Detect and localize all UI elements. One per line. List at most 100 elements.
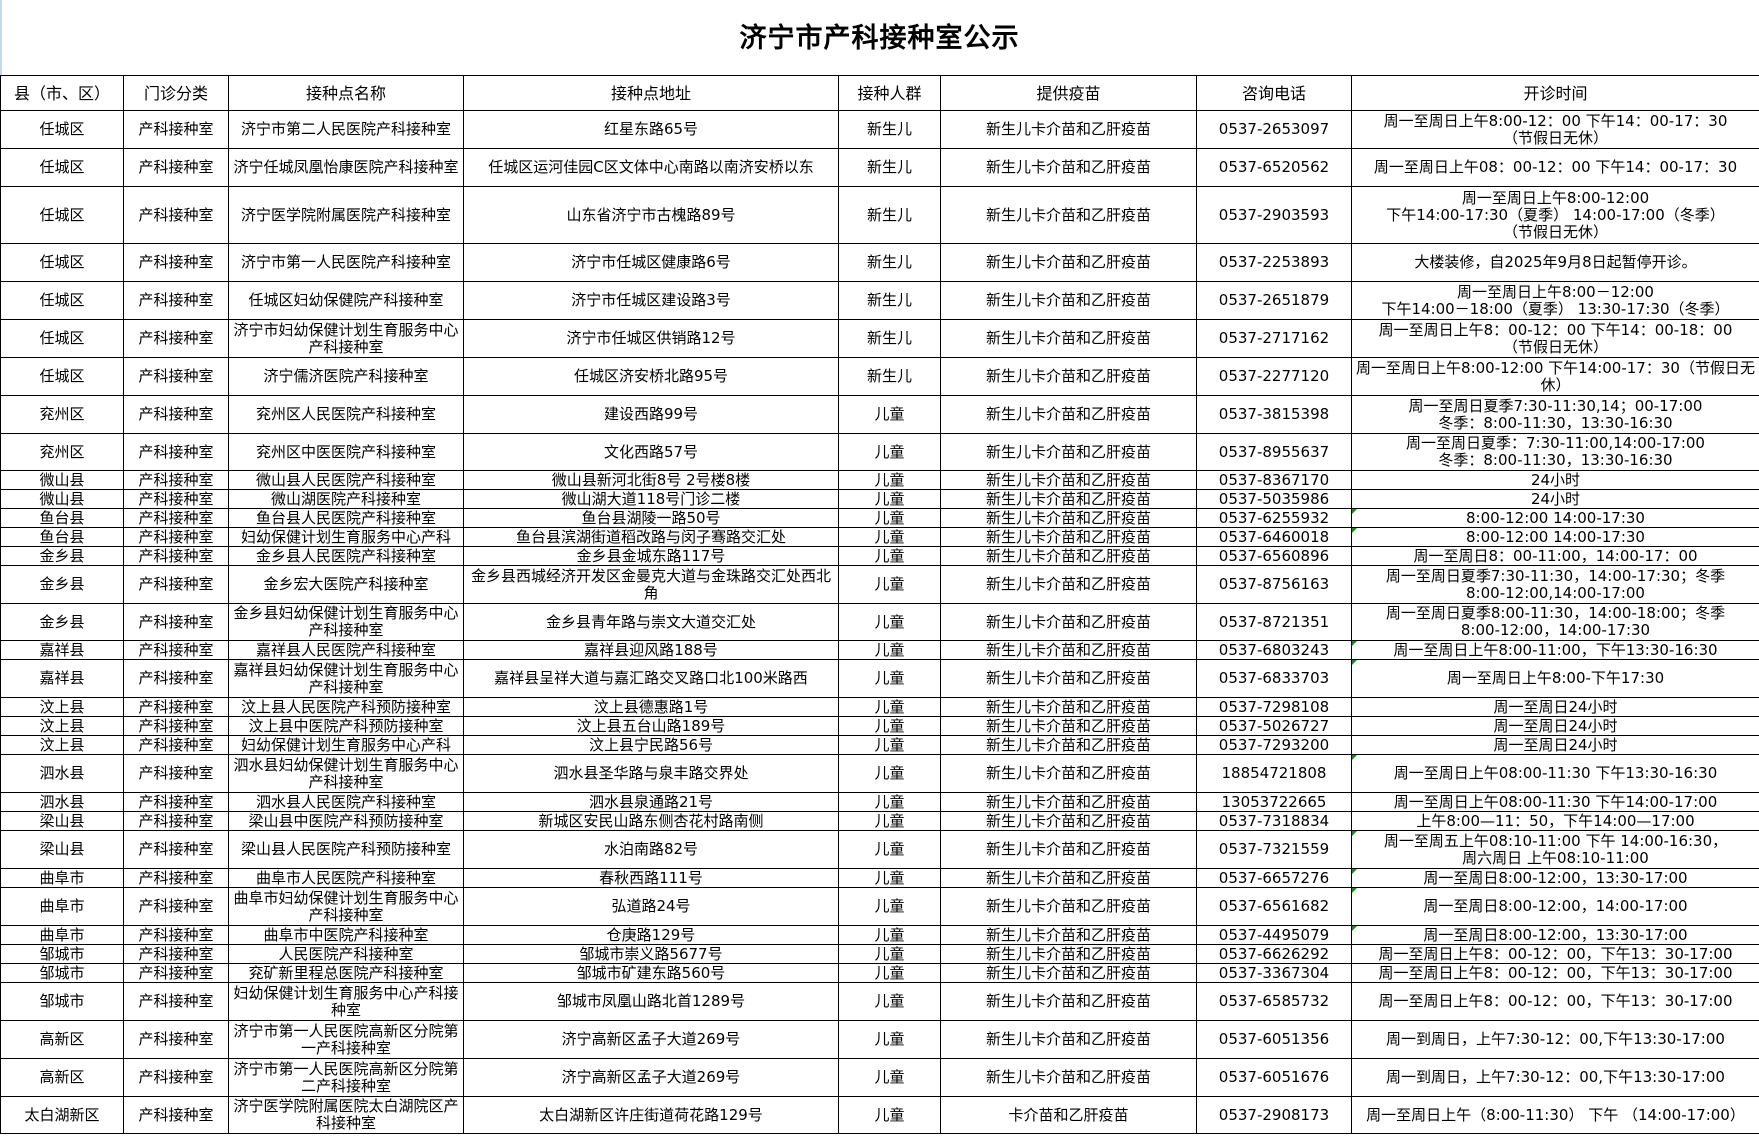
cell-target-group: 儿童 xyxy=(838,735,941,755)
cell-phone: 0537-6833703 xyxy=(1196,659,1352,698)
cell-hours: 周一至周日上午08:00-11:30 下午13:30-16:30 xyxy=(1351,754,1759,793)
site-name-text: 济宁任城凤凰怡康医院产科接种室 xyxy=(233,158,459,176)
cell-hours: 8:00-12:00 14:00-17:30 xyxy=(1351,527,1759,547)
cell-district: 太白湖新区 xyxy=(0,1096,124,1134)
clinic-type-text: 产科接种室 xyxy=(138,868,214,887)
cell-target-group: 新生儿 xyxy=(838,110,941,149)
cell-site-name: 泗水县人民医院产科接种室 xyxy=(228,792,464,812)
hours-text: 周一至周日夏季7:30-11:30，14:00-17:30；冬季 8:00-12… xyxy=(1385,566,1726,602)
cell-district: 汶上县 xyxy=(0,697,124,717)
vaccines-text: 新生儿卡介苗和乙肝疫苗 xyxy=(985,329,1151,347)
cell-site-name: 金乡宏大医院产科接种室 xyxy=(228,565,464,604)
site-name-text: 嘉祥县妇幼保健计划生育服务中心产科接种室 xyxy=(233,660,459,696)
phone-text: 0537-6051676 xyxy=(1218,1068,1330,1086)
comment-marker-icon xyxy=(1352,641,1357,646)
target-group-text: 儿童 xyxy=(874,527,905,546)
cell-site-name: 汶上县中医院产科预防接种室 xyxy=(228,716,464,736)
cell-address: 邹城市凤凰山路北首1289号 xyxy=(463,982,839,1021)
district-text: 邹城市 xyxy=(39,944,85,963)
target-group-text: 儿童 xyxy=(874,963,905,982)
cell-hours: 周一至周日8:00-12:00，13:30-17:00 xyxy=(1351,925,1759,945)
cell-site-name: 梁山县中医院产科预防接种室 xyxy=(228,811,464,831)
cell-clinic-type: 产科接种室 xyxy=(123,186,229,244)
cell-target-group: 儿童 xyxy=(838,433,941,471)
cell-clinic-type: 产科接种室 xyxy=(123,754,229,793)
vaccines-text: 新生儿卡介苗和乙肝疫苗 xyxy=(985,470,1151,489)
vaccines-text: 新生儿卡介苗和乙肝疫苗 xyxy=(985,253,1151,271)
cell-target-group: 儿童 xyxy=(838,830,941,869)
target-group-text: 儿童 xyxy=(874,792,905,811)
address-text: 济宁市任城区健康路6号 xyxy=(571,253,731,271)
clinic-type-text: 产科接种室 xyxy=(138,963,214,982)
phone-text: 0537-6585732 xyxy=(1218,992,1330,1010)
cell-vaccines: 新生儿卡介苗和乙肝疫苗 xyxy=(940,243,1197,282)
cell-hours: 周一至周日8:00-12:00，13:30-17:00 xyxy=(1351,868,1759,888)
cell-clinic-type: 产科接种室 xyxy=(123,982,229,1021)
table-row: 微山县 产科接种室 微山湖医院产科接种室 微山湖大道118号门诊二楼 儿童 新生儿卡介苗和… xyxy=(0,489,1759,509)
clinic-type-text: 产科接种室 xyxy=(138,158,214,176)
target-group-text: 新生儿 xyxy=(866,329,912,347)
site-name-text: 任城区妇幼保健院产科接种室 xyxy=(248,291,444,309)
phone-text: 0537-3367304 xyxy=(1218,963,1330,982)
cell-vaccines: 新生儿卡介苗和乙肝疫苗 xyxy=(940,281,1197,320)
cell-site-name: 兖州区中医医院产科接种室 xyxy=(228,433,464,471)
target-group-text: 儿童 xyxy=(874,944,905,963)
target-group-text: 儿童 xyxy=(874,442,905,461)
cell-hours: 周一至周日24小时 xyxy=(1351,735,1759,755)
district-text: 任城区 xyxy=(39,329,85,347)
clinic-type-text: 产科接种室 xyxy=(138,205,214,224)
cell-district: 任城区 xyxy=(0,148,124,187)
phone-text: 0537-5026727 xyxy=(1218,716,1330,735)
district-text: 微山县 xyxy=(39,489,85,508)
cell-address: 邹城市崇义路5677号 xyxy=(463,944,839,964)
address-text: 济宁高新区孟子大道269号 xyxy=(561,1030,741,1048)
phone-text: 0537-6255932 xyxy=(1218,508,1330,527)
cell-phone: 0537-2253893 xyxy=(1196,243,1352,282)
cell-address: 任城区济安桥北路95号 xyxy=(463,357,839,396)
cell-site-name: 妇幼保健计划生育服务中心产科接种室 xyxy=(228,982,464,1021)
cell-phone: 0537-6560896 xyxy=(1196,546,1352,566)
target-group-text: 儿童 xyxy=(874,897,905,915)
target-group-text: 新生儿 xyxy=(866,367,912,385)
hours-text: 周一至周日上午08：00-12：00 下午14：00-17：30 xyxy=(1373,158,1738,176)
table-row: 邹城市 产科接种室 人民医院产科接种室 邹城市崇义路5677号 儿童 新生儿卡介苗和乙肝疫… xyxy=(0,944,1759,964)
clinic-type-text: 产科接种室 xyxy=(138,716,214,735)
cell-hours: 周一至周日上午8:00－12:00 下午14:00－18:00（夏季） 13:3… xyxy=(1351,281,1759,320)
hours-text: 周一至周日24小时 xyxy=(1493,735,1618,754)
site-name-text: 济宁市第二人民医院产科接种室 xyxy=(240,120,451,138)
cell-phone: 0537-8955637 xyxy=(1196,433,1352,471)
cell-target-group: 儿童 xyxy=(838,470,941,490)
target-group-text: 新生儿 xyxy=(866,291,912,309)
district-text: 鱼台县 xyxy=(39,508,85,527)
cell-phone: 0537-2651879 xyxy=(1196,281,1352,320)
cell-hours: 周一至周日夏季8:00-11:30，14:00-18:00；冬季 8:00-12… xyxy=(1351,603,1759,641)
cell-site-name: 任城区妇幼保健院产科接种室 xyxy=(228,281,464,320)
cell-site-name: 济宁医学院附属医院太白湖院区产科接种室 xyxy=(228,1096,464,1134)
hours-text: 周一至周日8：00-11:00，14:00-17：00 xyxy=(1413,546,1698,565)
cell-target-group: 新生儿 xyxy=(838,243,941,282)
site-name-text: 微山县人民医院产科接种室 xyxy=(255,470,436,489)
clinic-type-text: 产科接种室 xyxy=(138,792,214,811)
vaccines-text: 新生儿卡介苗和乙肝疫苗 xyxy=(985,1030,1151,1048)
comment-marker-icon xyxy=(1352,509,1357,514)
cell-address: 仓庚路129号 xyxy=(463,925,839,945)
cell-district: 兖州区 xyxy=(0,395,124,434)
vaccines-text: 新生儿卡介苗和乙肝疫苗 xyxy=(985,508,1151,527)
cell-site-name: 微山县人民医院产科接种室 xyxy=(228,470,464,490)
address-text: 文化西路57号 xyxy=(603,442,699,461)
district-text: 嘉祥县 xyxy=(39,640,85,659)
address-text: 邹城市矿建东路560号 xyxy=(576,963,726,982)
cell-target-group: 儿童 xyxy=(838,1058,941,1097)
cell-vaccines: 新生儿卡介苗和乙肝疫苗 xyxy=(940,1058,1197,1097)
phone-text: 0537-6833703 xyxy=(1218,669,1330,687)
cell-site-name: 汶上县人民医院产科预防接种室 xyxy=(228,697,464,717)
site-name-text: 济宁儒济医院产科接种室 xyxy=(263,367,429,385)
site-name-text: 曲阜市中医院产科接种室 xyxy=(263,925,429,944)
cell-site-name: 济宁医学院附属医院产科接种室 xyxy=(228,186,464,244)
address-text: 红星东路65号 xyxy=(603,120,699,138)
vaccines-text: 新生儿卡介苗和乙肝疫苗 xyxy=(985,640,1151,659)
vaccines-text: 新生儿卡介苗和乙肝疫苗 xyxy=(985,1068,1151,1086)
cell-vaccines: 新生儿卡介苗和乙肝疫苗 xyxy=(940,603,1197,641)
cell-vaccines: 新生儿卡介苗和乙肝疫苗 xyxy=(940,792,1197,812)
target-group-text: 儿童 xyxy=(874,546,905,565)
